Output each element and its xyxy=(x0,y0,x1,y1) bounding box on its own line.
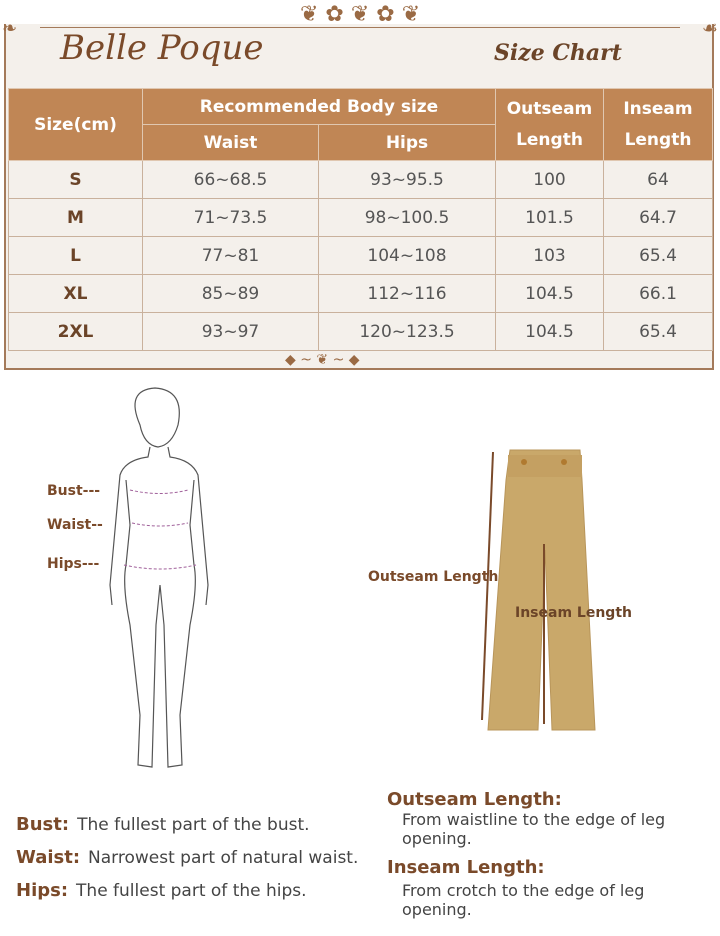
header-hips: Hips xyxy=(318,124,496,161)
cell-inseam: 66.1 xyxy=(603,274,713,313)
cell-inseam: 64.7 xyxy=(603,198,713,237)
cell-size: 2XL xyxy=(8,312,143,351)
page-title: Size Chart xyxy=(494,40,622,66)
table-row: 2XL 93~97 120~123.5 104.5 65.4 xyxy=(8,312,713,351)
table-row: S 66~68.5 93~95.5 100 64 xyxy=(8,160,713,199)
header-outseam: Outseam Length xyxy=(495,88,604,161)
ornament-icon: ❦ ✿ ❦ ✿ ❦ xyxy=(300,2,421,27)
cell-waist: 93~97 xyxy=(142,312,319,351)
header-size: Size(cm) xyxy=(8,88,143,161)
cell-outseam: 101.5 xyxy=(495,198,604,237)
brand-logo: Belle Poque xyxy=(60,28,264,68)
cell-inseam: 65.4 xyxy=(603,236,713,275)
divider xyxy=(40,27,680,28)
header-group: Recommended Body size xyxy=(142,88,496,125)
pants-image xyxy=(481,449,596,731)
cell-outseam: 100 xyxy=(495,160,604,199)
cell-hips: 98~100.5 xyxy=(318,198,496,237)
ornament-icon: ❧ xyxy=(2,18,18,39)
cell-size: XL xyxy=(8,274,143,313)
cell-size: M xyxy=(8,198,143,237)
header-inseam: Inseam Length xyxy=(603,88,713,161)
outseam-def-text: From waistline to the edge of leg openin… xyxy=(402,810,666,848)
table-row: L 77~81 104~108 103 65.4 xyxy=(8,236,713,275)
cell-waist: 85~89 xyxy=(142,274,319,313)
outseam-label: Outseam Length xyxy=(368,569,499,585)
cell-hips: 112~116 xyxy=(318,274,496,313)
header-waist: Waist xyxy=(142,124,319,161)
cell-inseam: 65.4 xyxy=(603,312,713,351)
cell-size: L xyxy=(8,236,143,275)
def-hips: Hips: The fullest part of the hips. xyxy=(16,880,307,901)
cell-hips: 120~123.5 xyxy=(318,312,496,351)
inseam-def-text: From crotch to the edge of leg opening. xyxy=(402,881,645,919)
body-figure xyxy=(109,387,209,768)
cell-hips: 93~95.5 xyxy=(318,160,496,199)
cell-outseam: 103 xyxy=(495,236,604,275)
table-row: XL 85~89 112~116 104.5 66.1 xyxy=(8,274,713,313)
bust-label: Bust--- xyxy=(47,483,101,499)
ornament-icon: ☙ xyxy=(701,18,718,39)
cell-waist: 71~73.5 xyxy=(142,198,319,237)
size-table: Size(cm) Recommended Body size Outseam L… xyxy=(8,88,713,351)
cell-waist: 77~81 xyxy=(142,236,319,275)
inseam-label: Inseam Length xyxy=(515,605,632,621)
hips-label: Hips--- xyxy=(47,556,100,572)
def-bust: Bust: The fullest part of the bust. xyxy=(16,814,310,835)
waist-label: Waist-- xyxy=(47,517,103,533)
cell-outseam: 104.5 xyxy=(495,312,604,351)
inseam-def-title: Inseam Length: xyxy=(387,857,545,878)
cell-waist: 66~68.5 xyxy=(142,160,319,199)
table-row: M 71~73.5 98~100.5 101.5 64.7 xyxy=(8,198,713,237)
outseam-def-title: Outseam Length: xyxy=(387,789,562,810)
ornament-icon: ◆ ~ ❦ ~ ◆ xyxy=(285,352,360,368)
cell-hips: 104~108 xyxy=(318,236,496,275)
cell-size: S xyxy=(8,160,143,199)
def-waist: Waist: Narrowest part of natural waist. xyxy=(16,847,359,868)
cell-inseam: 64 xyxy=(603,160,713,199)
outseam-arrow-icon xyxy=(481,451,494,721)
cell-outseam: 104.5 xyxy=(495,274,604,313)
